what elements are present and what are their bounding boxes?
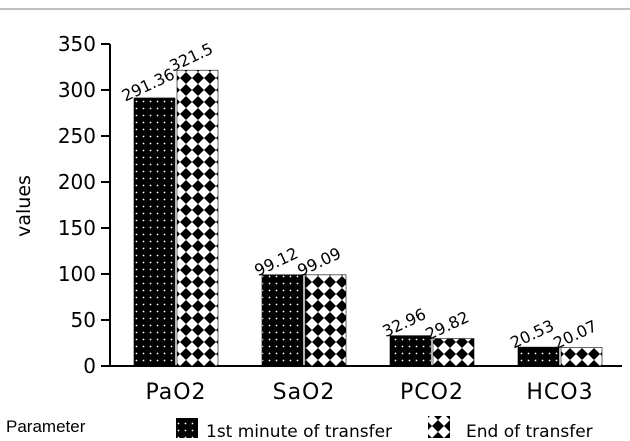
bar-pco2-series-2 [432, 338, 475, 367]
legend-label-series-2: End of transfer [466, 422, 593, 441]
y-tick-label: 350 [58, 32, 96, 56]
bar-pco2-series-1 [389, 335, 432, 367]
legend-label-series-1: 1st minute of transfer [206, 422, 392, 441]
x-tick-label: SaO2 [273, 380, 336, 405]
bar-sao2-series-1 [261, 274, 304, 367]
bar-hco3-series-1 [517, 346, 560, 367]
bar-hco3-series-2 [560, 347, 603, 367]
x-tick-label: PCO2 [400, 380, 464, 405]
bar-pao2-series-2 [176, 69, 219, 367]
y-tick-label: 100 [58, 262, 96, 286]
legend-swatch-series-1 [176, 418, 198, 438]
bar-pao2-series-1 [133, 97, 176, 367]
x-axis-tick-labels: PaO2 SaO2 PCO2 HCO3 [145, 380, 593, 405]
y-tick-label: 50 [71, 308, 96, 332]
y-axis-ticks: 0 50 100 150 200 250 300 350 [58, 32, 110, 378]
x-tick-label: PaO2 [145, 380, 206, 405]
x-tick-label: HCO3 [526, 380, 593, 405]
bar-sao2-series-2 [304, 274, 347, 367]
y-tick-label: 300 [58, 78, 96, 102]
bar-group [133, 69, 603, 367]
y-tick-label: 200 [58, 170, 96, 194]
y-tick-label: 250 [58, 124, 96, 148]
legend: 1st minute of transfer End of transfer [176, 416, 593, 441]
y-tick-label: 150 [58, 216, 96, 240]
y-tick-label: 0 [83, 354, 96, 378]
y-axis-label: values [13, 175, 35, 237]
x-axis-label: Parameter [6, 417, 86, 436]
legend-swatch-series-2 [428, 416, 450, 438]
